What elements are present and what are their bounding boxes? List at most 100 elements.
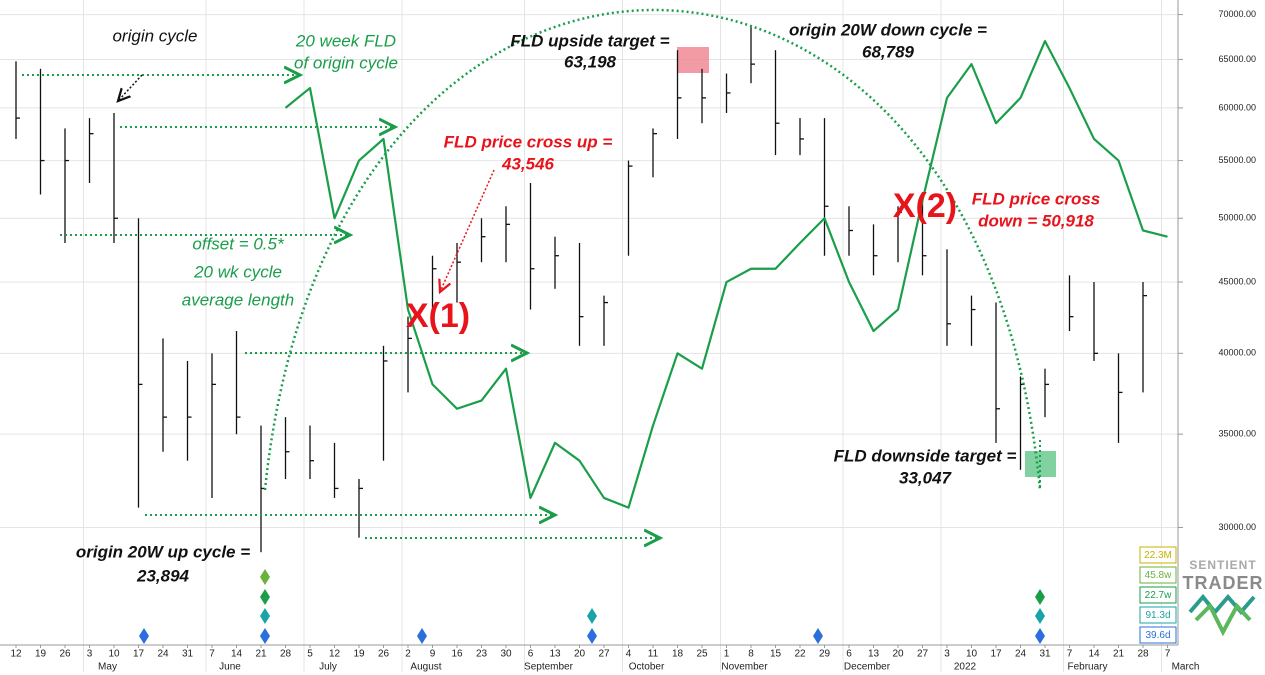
month-label: 2022 [954, 662, 977, 673]
x-tick-label: 24 [1015, 649, 1027, 660]
annotation: FLD price cross up = [444, 132, 613, 151]
month-label: October [629, 662, 665, 673]
indicator-label: 39.6d [1145, 630, 1170, 641]
x-tick-label: 17 [990, 649, 1002, 660]
x-tick-label: 7 [1165, 649, 1171, 660]
x-tick-label: 14 [231, 649, 243, 660]
x-tick-label: 6 [528, 649, 534, 660]
x-tick-label: 7 [1067, 649, 1073, 660]
indicator-label: 22.3M [1144, 550, 1172, 561]
month-label: December [844, 662, 891, 673]
annotation: offset = 0.5* [192, 234, 285, 253]
x-tick-label: 16 [451, 649, 463, 660]
x-tick-label: 5 [307, 649, 313, 660]
projection-lines [22, 8, 1042, 538]
y-tick-label: 70000.00 [1218, 9, 1256, 19]
x-tick-label: 2 [405, 649, 411, 660]
indicator-label: 22.7w [1145, 590, 1172, 601]
indicator-label: 45.8w [1145, 570, 1172, 581]
x-tick-label: 1 [724, 649, 730, 660]
x-tick-label: 17 [133, 649, 145, 660]
x-tick-label: 14 [1088, 649, 1100, 660]
y-tick-label: 30000.00 [1218, 522, 1256, 532]
annotation: 68,789 [862, 42, 915, 61]
x-tick-label: 25 [696, 649, 708, 660]
month-label: March [1172, 662, 1200, 673]
cycle-marker [1035, 628, 1045, 644]
x-tick-label: 19 [35, 649, 47, 660]
month-label: February [1067, 662, 1107, 673]
x-tick-label: 27 [598, 649, 610, 660]
cycle-marker [813, 628, 823, 644]
y-tick-label: 55000.00 [1218, 155, 1256, 165]
data-layer [15, 25, 1168, 644]
annotation: 43,546 [501, 154, 555, 173]
annotation: origin 20W down cycle = [789, 20, 987, 39]
annotation: FLD price cross [972, 189, 1101, 208]
x-tick-label: 19 [353, 649, 365, 660]
month-label: August [410, 662, 441, 673]
logo-text: TRADER [1183, 573, 1264, 593]
pointer-arrow [440, 169, 495, 292]
x-tick-label: 13 [868, 649, 880, 660]
x-tick-label: 12 [10, 649, 22, 660]
logo-mark [1194, 602, 1252, 637]
logo-mark [1188, 593, 1256, 616]
x-tick-label: 26 [59, 649, 71, 660]
x-tick-label: 10 [966, 649, 978, 660]
annotation: average length [182, 290, 294, 309]
indicator-box [1139, 546, 1177, 564]
x-tick-label: 26 [378, 649, 390, 660]
x-tick-label: 13 [549, 649, 561, 660]
cycle-marker [587, 628, 597, 644]
cycle-marker [587, 608, 597, 624]
x-tick-label: 23 [476, 649, 488, 660]
y-tick-label: 50000.00 [1218, 213, 1256, 223]
y-tick-label: 35000.00 [1218, 429, 1256, 439]
x-tick-label: 28 [280, 649, 292, 660]
annotation: FLD downside target = [834, 446, 1017, 465]
x-tick-label: 18 [672, 649, 684, 660]
fld-line [284, 40, 1168, 509]
logo-text: SENTIENT [1189, 558, 1256, 572]
cycle-marker [260, 628, 270, 644]
x-tick-label: 7 [209, 649, 215, 660]
cycle-marker [260, 608, 270, 624]
x-tick-label: 21 [255, 649, 267, 660]
x-tick-label: 12 [329, 649, 341, 660]
x-tick-label: 8 [748, 649, 754, 660]
upside-target-box [677, 47, 709, 73]
indicator-box [1139, 606, 1177, 624]
x-tick-label: 3 [87, 649, 93, 660]
x-tick-label: 31 [1039, 649, 1051, 660]
cycle-marker [139, 628, 149, 644]
x-tick-label: 3 [944, 649, 950, 660]
x-tick-label: 4 [626, 649, 632, 660]
y-tick-label: 60000.00 [1218, 102, 1256, 112]
indicator-label: 91.3d [1145, 610, 1170, 621]
pointer-arrow [118, 74, 143, 101]
cycle-marker [417, 628, 427, 644]
x-tick-label: 27 [917, 649, 929, 660]
x-tick-label: 30 [500, 649, 512, 660]
annotation: 23,894 [136, 566, 190, 585]
downside-target-box [1025, 451, 1056, 477]
month-label: September [524, 662, 574, 673]
annotation: X(2) [893, 187, 957, 225]
annotation: origin cycle [112, 26, 197, 45]
annotation: 20 wk cycle [193, 262, 282, 281]
y-tick-label: 65000.00 [1218, 54, 1256, 64]
month-label: July [319, 662, 337, 673]
cycle-marker [1035, 589, 1045, 605]
annotation: origin 20W up cycle = [76, 542, 250, 561]
x-tick-label: 24 [157, 649, 169, 660]
text-layer: 30000.00 35000.00 40000.00 45000.00 50000.00… [10, 9, 1264, 673]
month-label: May [98, 662, 117, 673]
x-tick-label: 11 [648, 649, 659, 660]
x-tick-label: 22 [794, 649, 806, 660]
x-tick-label: 6 [846, 649, 852, 660]
annotation: 63,198 [564, 52, 617, 71]
x-tick-label: 28 [1137, 649, 1149, 660]
cycle-arc [263, 8, 1042, 491]
